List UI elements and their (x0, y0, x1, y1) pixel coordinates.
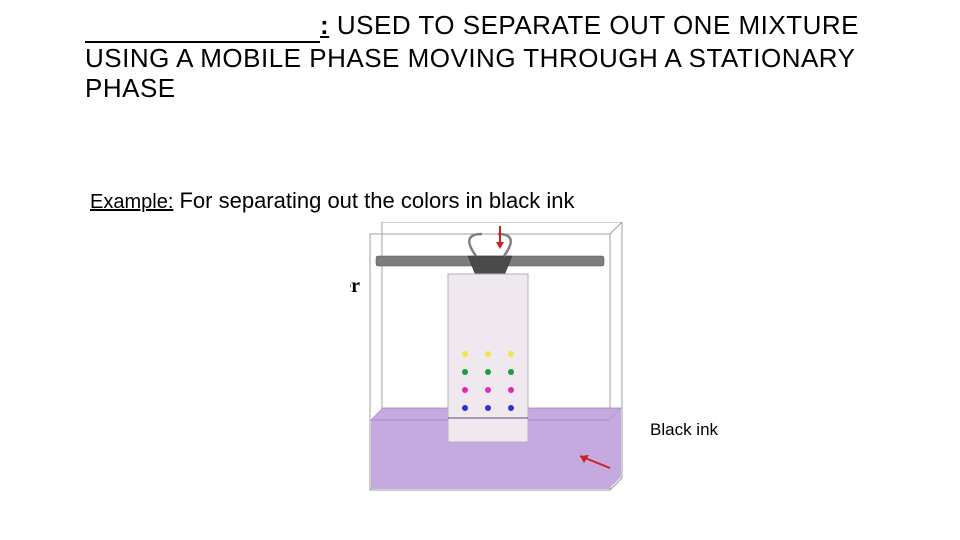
fill-in-blank (85, 10, 320, 43)
chromatography-diagram: paper (350, 222, 640, 492)
slide: : USED TO SEPARATE OUT ONE MIXTURE USING… (0, 0, 960, 540)
example-text: For separating out the colors in black i… (173, 188, 574, 213)
diagram-svg: paper (350, 222, 640, 492)
title-text: : USED TO SEPARATE OUT ONE MIXTURE USING… (85, 10, 895, 104)
black-ink-label: Black ink (650, 420, 718, 440)
example-label: Example: (90, 191, 173, 213)
paper-label: paper (350, 275, 360, 297)
title-colon: : (320, 10, 329, 40)
example-line: Example: For separating out the colors i… (90, 188, 574, 214)
